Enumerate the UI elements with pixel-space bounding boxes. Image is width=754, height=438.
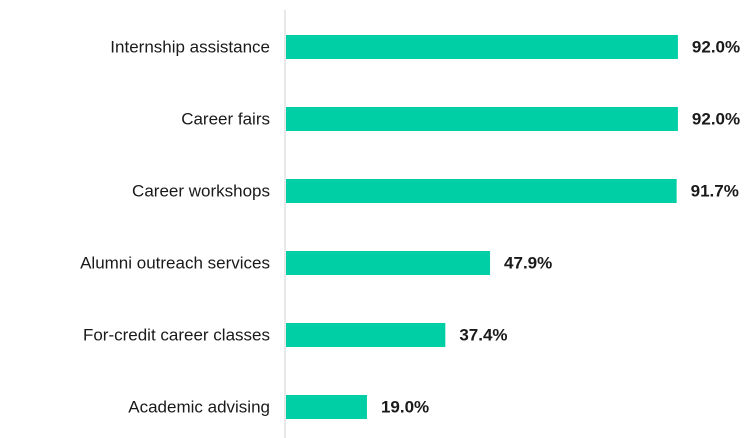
category-label: Academic advising bbox=[128, 397, 270, 416]
bar bbox=[286, 251, 491, 275]
value-label: 92.0% bbox=[692, 37, 740, 56]
category-label: Career workshops bbox=[132, 181, 270, 200]
value-label: 37.4% bbox=[459, 325, 507, 344]
category-label: Career fairs bbox=[181, 109, 270, 128]
value-label: 19.0% bbox=[381, 397, 429, 416]
value-label: 91.7% bbox=[691, 181, 739, 200]
bar bbox=[286, 35, 678, 59]
category-label: For-credit career classes bbox=[83, 325, 270, 344]
value-label: 47.9% bbox=[504, 253, 552, 272]
bar bbox=[286, 323, 446, 347]
value-label: 92.0% bbox=[692, 109, 740, 128]
bar bbox=[286, 107, 678, 131]
bar bbox=[286, 179, 677, 203]
category-label: Internship assistance bbox=[110, 37, 270, 56]
bar bbox=[286, 395, 367, 419]
category-label: Alumni outreach services bbox=[80, 253, 270, 272]
